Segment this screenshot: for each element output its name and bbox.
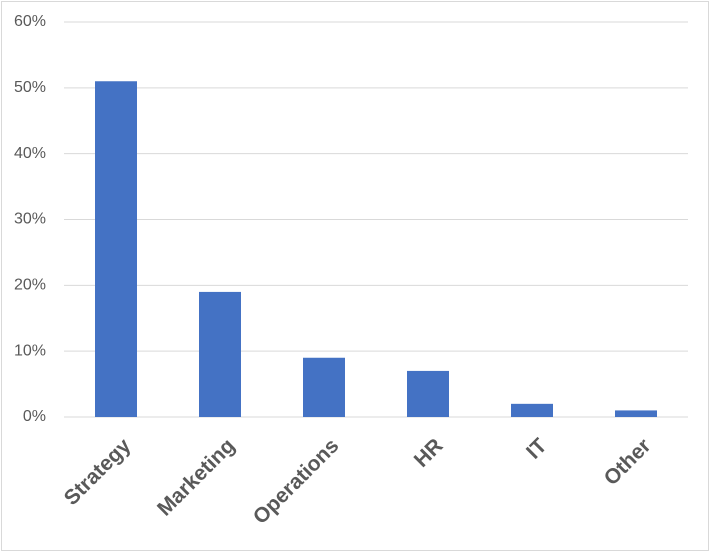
bar — [511, 403, 553, 417]
y-tick-label: 10% — [14, 342, 46, 359]
bar — [303, 357, 345, 417]
y-tick-label: 50% — [14, 79, 46, 96]
bar — [199, 291, 241, 417]
y-tick-label: 60% — [14, 13, 46, 30]
bar — [615, 410, 657, 417]
y-tick-label: 0% — [23, 408, 46, 425]
y-tick-label: 40% — [14, 145, 46, 162]
bar — [407, 370, 449, 417]
bar — [95, 81, 137, 417]
y-tick-label: 20% — [14, 277, 46, 294]
y-tick-label: 30% — [14, 211, 46, 228]
